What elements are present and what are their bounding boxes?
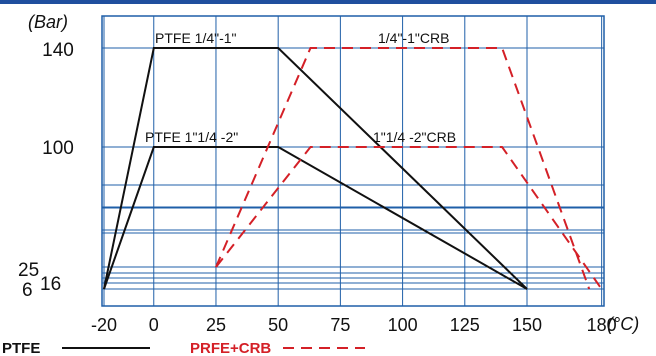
x-tick-label: 100 (388, 315, 418, 335)
x-tick-label: 0 (149, 315, 159, 335)
chart-series-labels: PTFE 1/4"-1" PTFE 1"1/4 -2" 1/4"-1"CRB 1"1/… (145, 30, 456, 145)
series-label-0: PTFE 1/4"-1" (155, 30, 237, 46)
x-tick-label: -20 (91, 315, 117, 335)
chart-grid (101, 15, 605, 307)
x-tick-label: 75 (330, 315, 350, 335)
series-label-3: 1"1/4 -2"CRB (373, 129, 456, 145)
y-tick-label: 25 (18, 260, 39, 281)
series-line-3 (215, 146, 603, 290)
chart-legend: PTFE PRFE+CRB (2, 340, 365, 356)
series-line-1 (103, 146, 528, 290)
x-tick-label: 25 (206, 315, 226, 335)
legend-label-0: PTFE (2, 340, 40, 356)
x-tick-label: 150 (512, 315, 542, 335)
x-tick-label: 50 (268, 315, 288, 335)
series-line-2 (215, 47, 591, 290)
legend-label-1: PRFE+CRB (190, 340, 271, 356)
y-tick-label: 140 (42, 40, 74, 61)
x-tick-label: 180 (587, 315, 617, 335)
y-tick-label: 100 (42, 138, 74, 159)
series-line-0 (103, 47, 528, 290)
x-tick-label: 125 (450, 315, 480, 335)
top-accent-bar (0, 0, 656, 4)
plot-frame (101, 15, 605, 307)
series-label-2: 1/4"-1"CRB (378, 30, 449, 46)
y-tick-label: 16 (40, 274, 61, 295)
chart-series (103, 47, 603, 290)
series-label-1: PTFE 1"1/4 -2" (145, 129, 238, 145)
y-axis-label: (Bar) (28, 12, 68, 32)
x-axis-label: (°C) (607, 314, 639, 334)
y-tick-label: 6 (22, 280, 33, 301)
